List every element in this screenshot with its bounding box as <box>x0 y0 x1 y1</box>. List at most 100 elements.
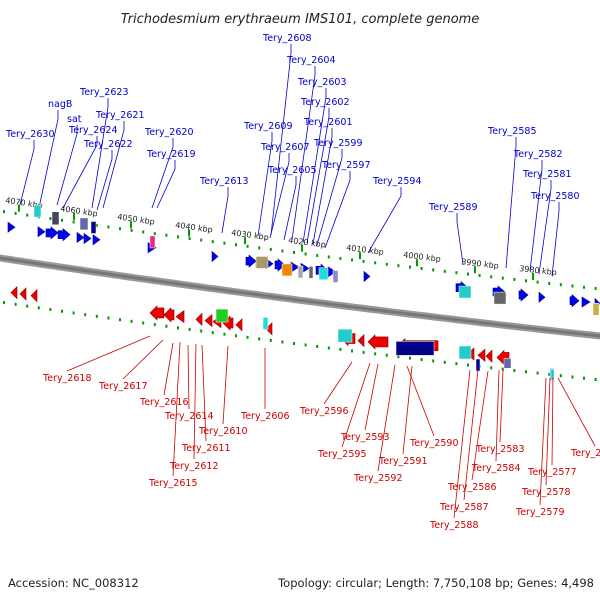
reverse-gene-arrow <box>10 285 18 300</box>
tick-mark <box>293 250 295 254</box>
reverse-gene-arrow <box>485 349 493 363</box>
tick-mark <box>513 277 516 281</box>
label-leader-line <box>471 370 489 481</box>
label-leader-line <box>453 369 471 519</box>
tick-mark <box>72 311 75 315</box>
feature-box <box>51 211 60 226</box>
tick-mark <box>455 271 458 275</box>
forward-gene-arrow <box>274 258 286 272</box>
gene-label-forward: Tery_2585 <box>487 126 537 137</box>
label-leader-line <box>270 44 292 236</box>
label-leader-line <box>402 365 413 455</box>
tick-mark <box>501 367 504 371</box>
gene-label-forward: Tery_2604 <box>286 55 336 66</box>
gene-label-reverse: Tery_2584 <box>471 463 521 474</box>
gene-label-reverse: Tery_2586 <box>447 482 497 493</box>
tick-mark <box>420 358 423 362</box>
label-leader-line <box>557 377 596 447</box>
gene-label-forward: Tery_2603 <box>297 77 347 88</box>
tick-mark <box>351 349 353 353</box>
gene-label-forward: Tery_2619 <box>146 149 196 160</box>
accession-text: Accession: NC_008312 <box>8 576 139 590</box>
feature-box <box>458 285 472 299</box>
reverse-gene-arrow <box>477 348 486 362</box>
tick-mark <box>107 316 110 320</box>
feature-box <box>281 263 293 277</box>
tick-mark <box>594 378 597 382</box>
gene-label-reverse: Tery_2616 <box>139 397 189 408</box>
reverse-gene-arrow <box>195 312 203 327</box>
kbp-label: 4000 kbp <box>403 250 442 264</box>
tick-mark <box>130 228 133 232</box>
feature-box <box>337 328 353 343</box>
gene-label-forward: Tery_2602 <box>300 97 350 108</box>
tick-mark <box>26 304 29 308</box>
gene-label-reverse: Tery_2587 <box>439 502 489 513</box>
reverse-gene-arrow <box>175 309 185 324</box>
tick-mark <box>443 360 446 364</box>
genome-backbone <box>0 254 600 340</box>
tick-mark <box>177 326 179 330</box>
reverse-gene-arrow <box>30 288 38 303</box>
tick-mark <box>432 268 435 272</box>
feature-box <box>503 358 512 369</box>
gene-label-forward: Tery_2597 <box>321 160 371 171</box>
map-title: Trichodesmium erythraeum IMS101, complet… <box>121 12 480 27</box>
gene-label-forward: Tery_2613 <box>199 176 249 187</box>
tick-mark <box>153 323 156 327</box>
forward-gene-arrow <box>245 254 257 268</box>
kbp-label: 4030 kbp <box>231 228 270 242</box>
forward-gene-arrow <box>76 231 85 244</box>
tick-mark <box>153 232 156 236</box>
tick-mark <box>37 306 40 310</box>
tick-mark <box>119 227 121 231</box>
tick-mark <box>548 372 551 376</box>
label-leader-line <box>62 136 98 209</box>
label-leader-line <box>316 149 343 246</box>
feature-box <box>458 345 472 360</box>
label-leader-line <box>156 160 176 209</box>
tick-mark <box>188 327 191 331</box>
tick-mark <box>49 217 52 221</box>
tick-mark <box>281 249 284 253</box>
tick-mark <box>165 233 168 237</box>
label-leader-line <box>291 66 316 241</box>
label-leader-line <box>39 110 59 204</box>
label-leader-line <box>163 342 174 396</box>
tick-mark <box>269 338 272 342</box>
tick-mark <box>362 259 365 263</box>
label-leader-line <box>91 98 109 209</box>
kbp-label: 4040 kbp <box>175 221 214 235</box>
gene-label-forward: Tery_2580 <box>530 191 580 202</box>
forward-gene-arrow <box>569 294 580 308</box>
tick-mark <box>165 324 168 328</box>
reverse-gene-arrow <box>265 322 273 336</box>
gene-label-reverse: Tery_2614 <box>164 411 214 422</box>
label-leader-line <box>66 335 151 372</box>
tick-mark <box>339 347 342 351</box>
tick-mark <box>397 355 400 359</box>
label-leader-line <box>257 132 273 237</box>
gene-label-reverse: Tery_2615 <box>148 478 198 489</box>
gene-label-reverse: Tery_2610 <box>198 426 248 437</box>
gene-label-forward: Tery_2594 <box>372 176 422 187</box>
feature-box <box>215 308 229 323</box>
tick-mark <box>188 236 191 240</box>
label-leader-line <box>201 344 207 442</box>
tick-mark <box>130 319 133 323</box>
gene-label-forward: Tery_2605 <box>267 165 317 176</box>
tick-mark <box>316 253 319 257</box>
reverse-gene-arrow <box>235 318 243 332</box>
label-leader-line <box>551 202 560 277</box>
label-leader-line <box>306 108 330 244</box>
feature-box <box>255 256 269 269</box>
tick-mark <box>455 362 458 366</box>
tick-mark <box>571 284 574 288</box>
feature-box <box>297 265 304 279</box>
tick-mark <box>339 256 342 260</box>
gene-label-forward: Tery_2621 <box>95 110 145 121</box>
tick-mark <box>14 211 17 215</box>
tick-mark <box>200 238 203 242</box>
label-leader-line <box>283 176 297 241</box>
kbp-label: 4050 kbp <box>117 212 156 226</box>
